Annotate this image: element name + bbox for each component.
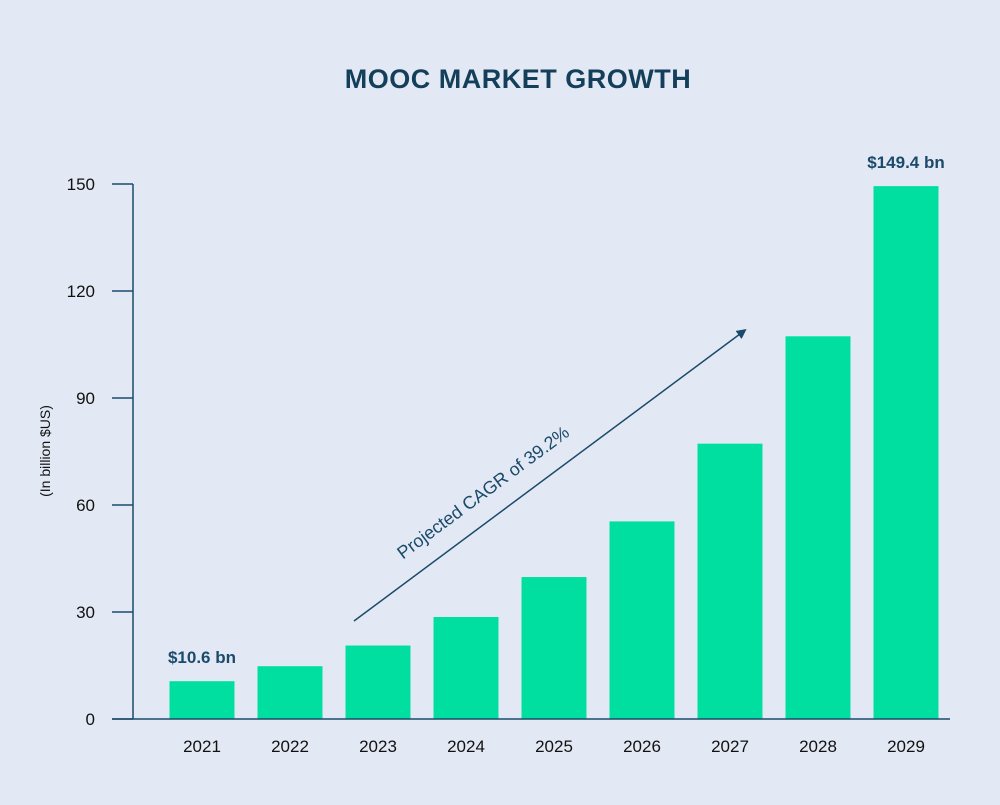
x-tick-label-2025: 2025 [535, 737, 573, 756]
bar-2025 [521, 577, 587, 719]
y-tick-label-90: 90 [76, 389, 95, 408]
bars-group [169, 186, 939, 719]
x-tick-label-2024: 2024 [447, 737, 485, 756]
axes-group: 0 30 60 90 120 150 2021 2022 2023 2024 2025 2026 202… [67, 175, 950, 756]
y-tick-label-120: 120 [67, 282, 95, 301]
x-tick-label-2021: 2021 [183, 737, 221, 756]
cagr-annotation: Projected CAGR of 39.2% [393, 422, 573, 563]
bar-2026 [609, 521, 675, 719]
y-tick-label-60: 60 [76, 496, 95, 515]
bar-2024 [433, 616, 499, 719]
bar-2028 [785, 336, 851, 719]
y-tick-label-0: 0 [86, 710, 95, 729]
bar-2022 [257, 666, 323, 719]
bar-2029 [873, 186, 939, 719]
x-tick-label-2028: 2028 [799, 737, 837, 756]
labels-group: $10.6 bn $149.4 bn [168, 153, 945, 667]
x-tick-label-2026: 2026 [623, 737, 661, 756]
x-tick-label-2029: 2029 [887, 737, 925, 756]
y-tick-label-30: 30 [76, 603, 95, 622]
y-axis-label: (In billion $US) [37, 405, 53, 497]
x-tick-label-2027: 2027 [711, 737, 749, 756]
cagr-arrow [353, 329, 747, 622]
bar-2027 [697, 443, 763, 719]
x-tick-label-2022: 2022 [271, 737, 309, 756]
y-tick-label-150: 150 [67, 175, 95, 194]
data-label-2029: $149.4 bn [867, 153, 945, 172]
bar-2023 [345, 645, 411, 719]
bar-2021 [169, 681, 235, 719]
data-label-2021: $10.6 bn [168, 648, 236, 667]
chart-title: MOOC MARKET GROWTH [345, 64, 691, 94]
x-tick-label-2023: 2023 [359, 737, 397, 756]
